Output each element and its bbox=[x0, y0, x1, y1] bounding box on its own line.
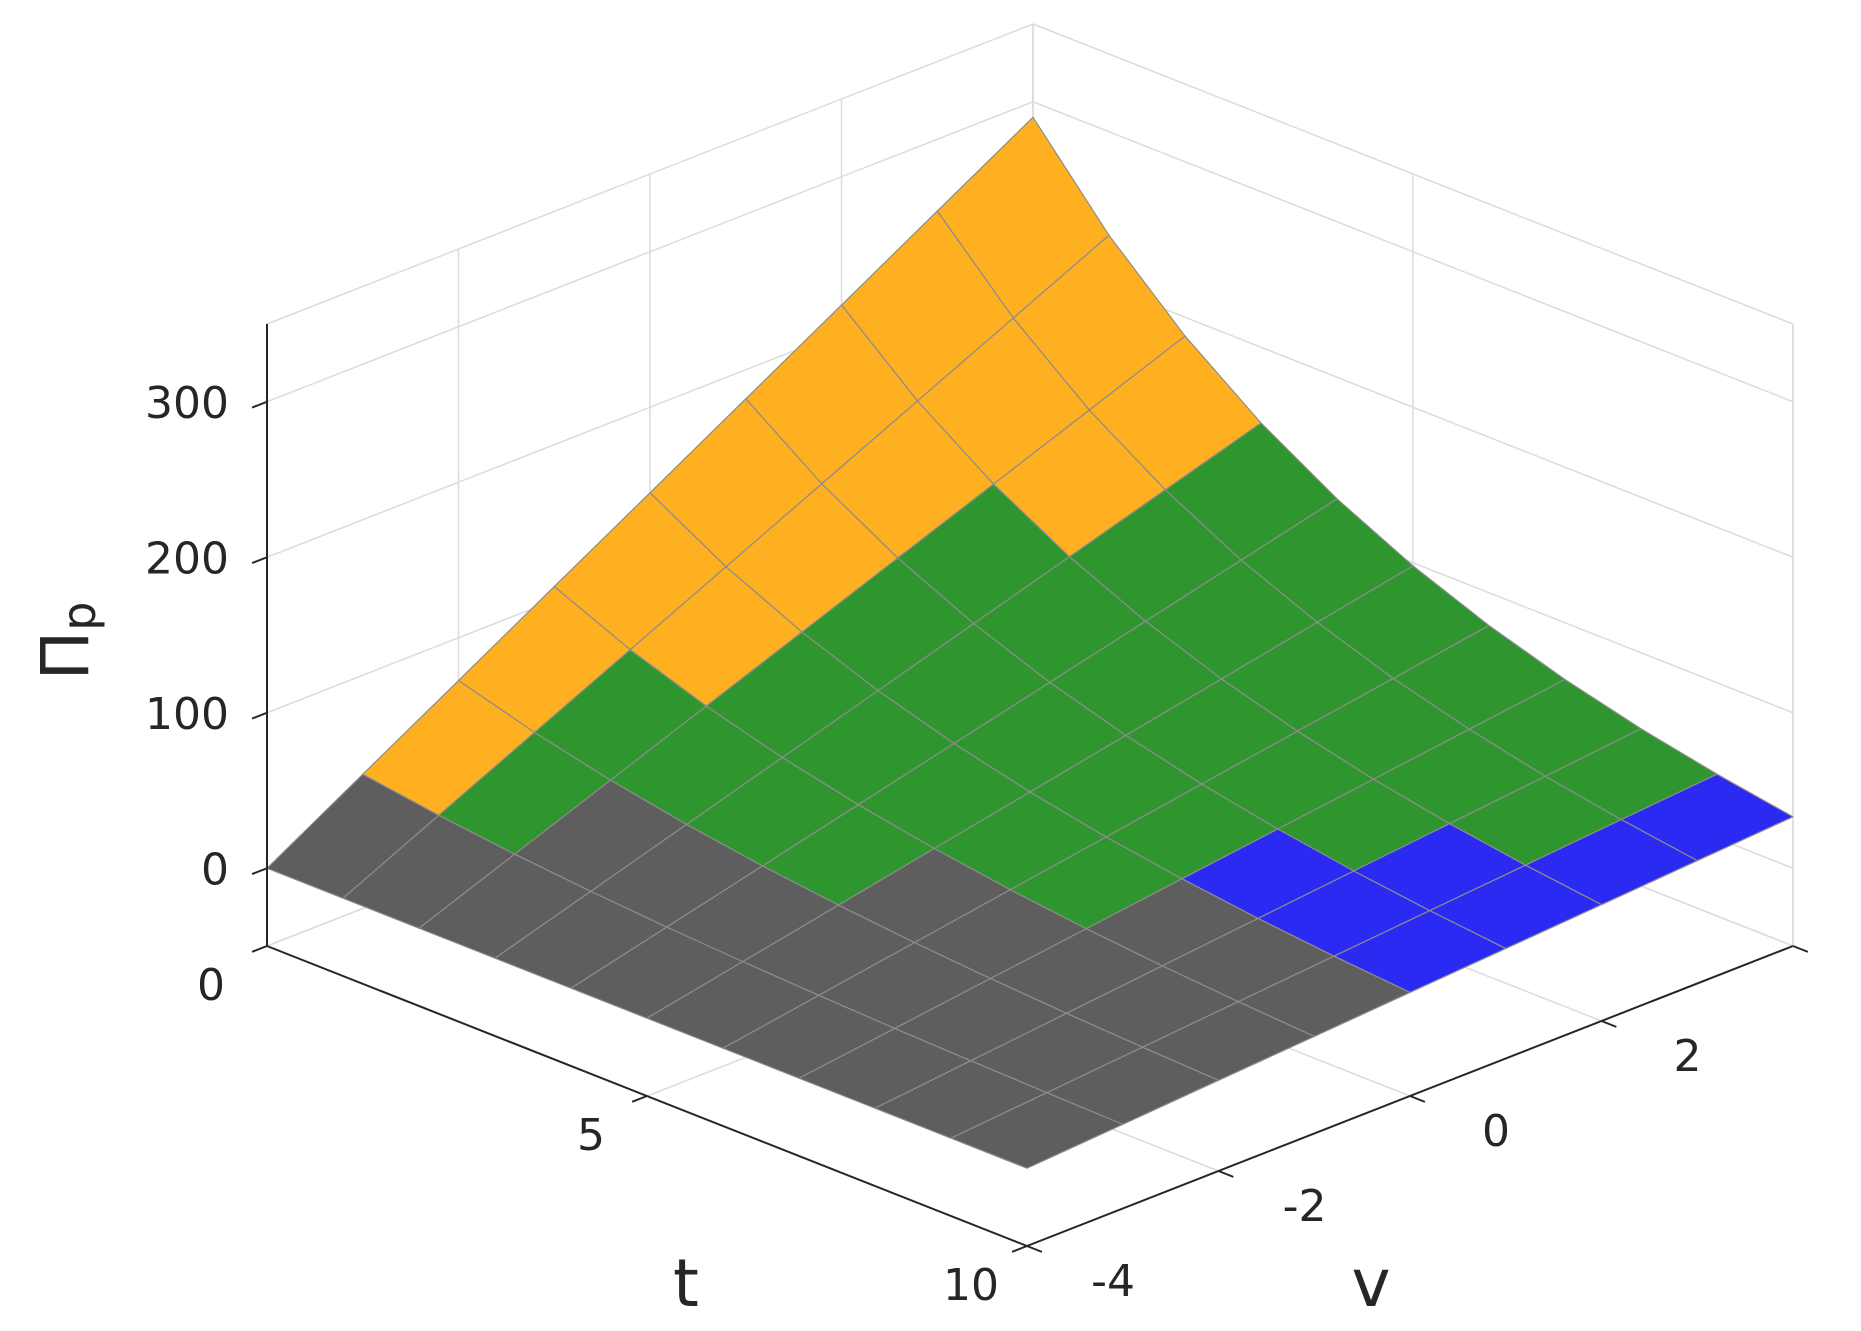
y-tick bbox=[1218, 1170, 1234, 1178]
layer bbox=[266, 116, 1794, 1169]
z-tick bbox=[251, 400, 268, 409]
y-tick bbox=[1601, 1020, 1617, 1028]
z-tick-label: 200 bbox=[145, 533, 229, 584]
z-axis-label: Πp bbox=[27, 602, 105, 681]
y-tick bbox=[1026, 1245, 1043, 1253]
x-tick bbox=[631, 1095, 648, 1103]
x-tick-label: 10 bbox=[943, 1260, 999, 1311]
y-tick-label: 0 bbox=[1482, 1106, 1510, 1157]
z-axis-label-subscript: p bbox=[52, 602, 106, 631]
z-tick-label: 0 bbox=[201, 844, 229, 895]
x-tick-label: 5 bbox=[577, 1110, 605, 1161]
z-tick bbox=[251, 867, 268, 876]
y-tick bbox=[1409, 1095, 1426, 1103]
surface-cell bbox=[950, 1092, 1124, 1169]
z-tick-label: 300 bbox=[145, 378, 229, 429]
y-tick-label: -2 bbox=[1283, 1181, 1327, 1232]
z-tick bbox=[251, 711, 268, 720]
y-axis-label: v bbox=[1351, 1245, 1390, 1322]
x-tick bbox=[1011, 1245, 1028, 1253]
y-tick bbox=[1792, 945, 1809, 953]
y-tick-label: -4 bbox=[1091, 1256, 1135, 1307]
x-tick bbox=[251, 945, 268, 953]
x-axis-label: t bbox=[673, 1245, 699, 1322]
z-tick bbox=[251, 556, 268, 565]
x-tick-label: 0 bbox=[197, 960, 225, 1011]
z-tick-label: 100 bbox=[145, 689, 229, 740]
y-tick-label: 2 bbox=[1674, 1031, 1702, 1082]
z-axis-label-main: Π bbox=[27, 631, 104, 681]
